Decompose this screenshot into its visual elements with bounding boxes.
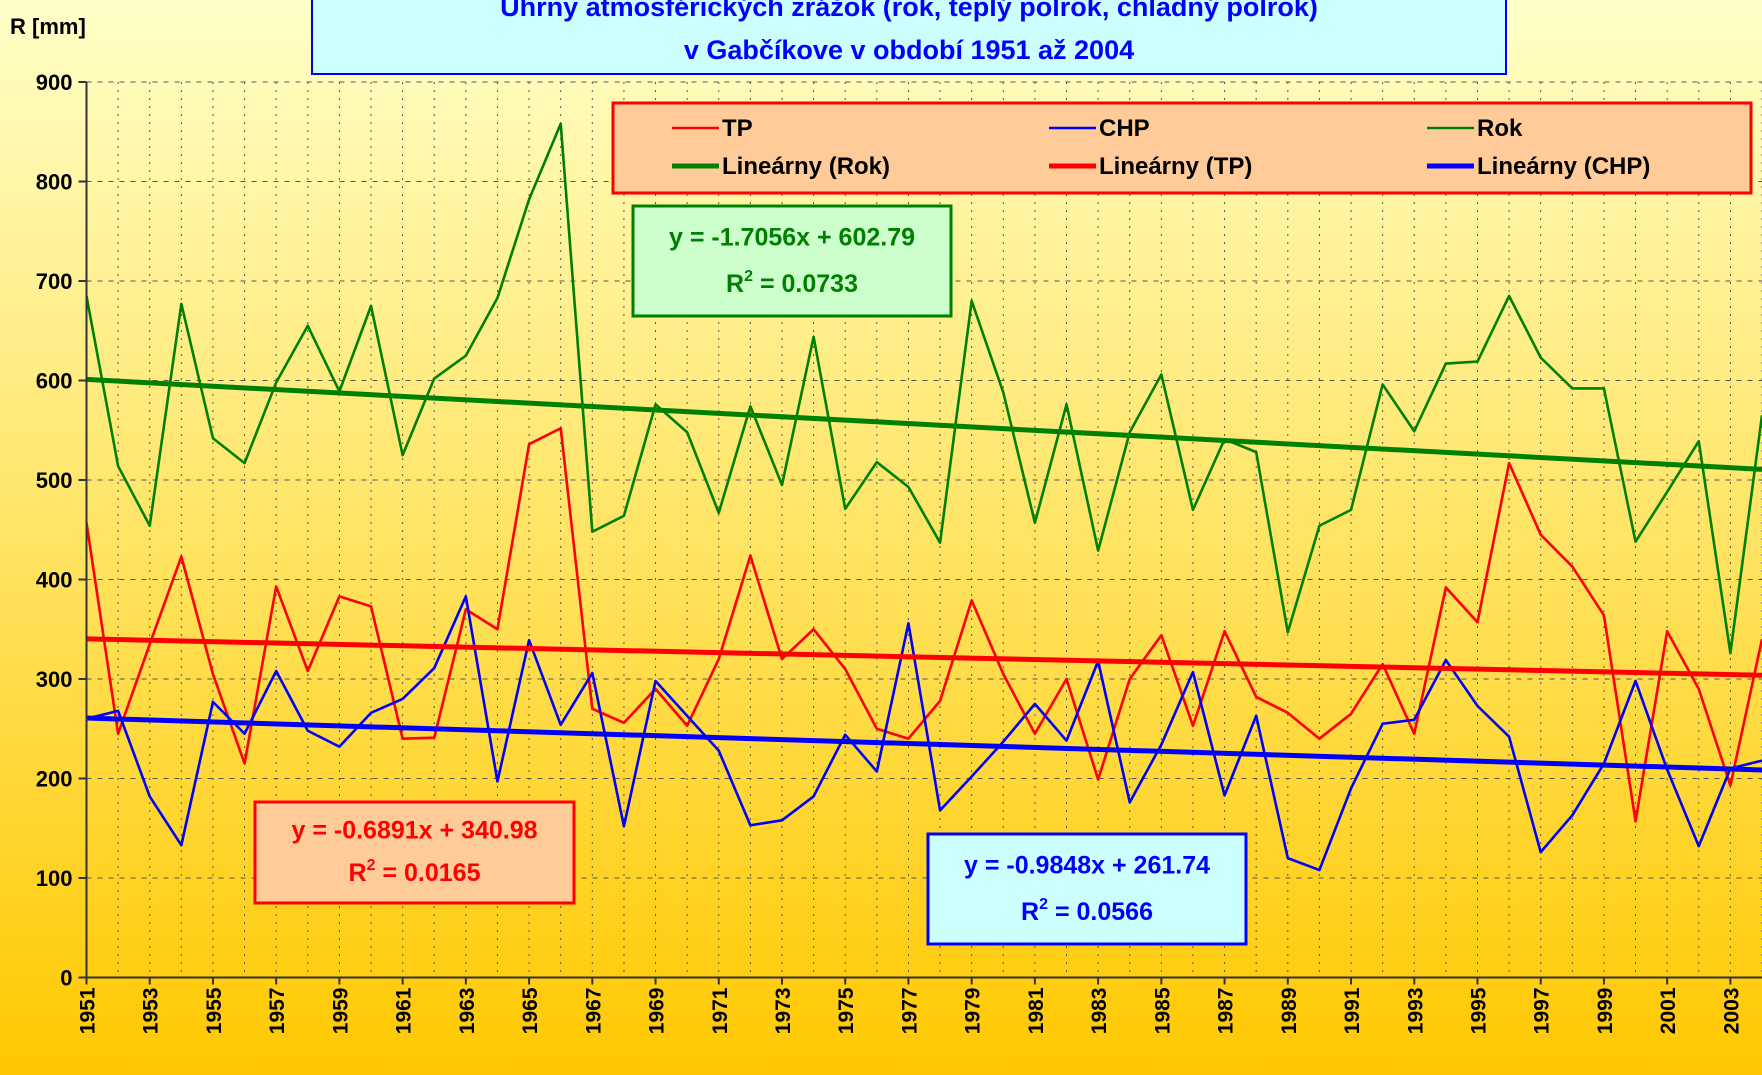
legend-label: TP	[722, 115, 753, 142]
y-tick-label: 600	[36, 369, 73, 394]
y-tick-label: 700	[36, 269, 73, 294]
y-tick-label: 0	[60, 966, 72, 991]
equation-box	[631, 204, 953, 318]
x-tick-label: 1975	[835, 987, 858, 1034]
x-tick-label: 1981	[1025, 987, 1048, 1034]
legend-label: CHP	[1099, 115, 1150, 142]
x-tick-label: 1979	[962, 988, 985, 1035]
r-squared: R2 = 0.0566	[1021, 896, 1153, 926]
r-squared-exponent: 2	[1039, 896, 1048, 913]
series-line	[86, 595, 1762, 872]
series-line	[86, 122, 1762, 655]
legend-label: Lineárny (CHP)	[1477, 153, 1650, 180]
y-tick-label: 300	[36, 667, 73, 692]
x-tick-label: 1985	[1151, 987, 1174, 1034]
r-squared-value: = 0.0165	[382, 859, 480, 887]
x-tick-label: 1977	[898, 988, 921, 1035]
r-squared-symbol: R	[1021, 898, 1039, 926]
x-tick-label: 2001	[1657, 987, 1680, 1034]
trend-line	[86, 636, 1762, 678]
x-tick-label: 1993	[1404, 988, 1427, 1035]
equation-box	[253, 800, 576, 905]
x-tick-label: 1967	[582, 988, 605, 1035]
r-squared-value: = 0.0733	[760, 270, 858, 298]
y-tick-label: 400	[36, 568, 73, 593]
x-tick-label: 1953	[140, 988, 163, 1035]
title-box	[311, 0, 1507, 75]
r-squared-exponent: 2	[367, 857, 376, 874]
r-squared-symbol: R	[726, 270, 744, 298]
x-tick-label: 1963	[456, 988, 479, 1035]
axes: 0 100 200 300 400 500 600 700 800 900 1951 1953 1955…	[36, 70, 1762, 1034]
y-tick-label: 100	[36, 866, 73, 891]
x-tick-label: 1989	[1278, 988, 1301, 1035]
x-tick-label: 1999	[1594, 988, 1617, 1035]
equation: y = -0.9848x + 261.74	[964, 852, 1210, 880]
x-tick-label: 2003	[1720, 988, 1743, 1035]
y-tick-label: 900	[36, 70, 73, 95]
x-tick-label: 1955	[203, 987, 226, 1034]
equation: y = -1.7056x + 602.79	[669, 224, 915, 252]
trend-line	[86, 376, 1762, 472]
r-squared-value: = 0.0566	[1055, 898, 1153, 926]
equation-box	[926, 832, 1248, 946]
x-tick-label: 1973	[772, 988, 795, 1035]
x-tick-label: 1969	[646, 988, 669, 1035]
legend: TP CHP Rok Lineárny (Rok) Lineárny (TP) Lineá…	[611, 101, 1753, 195]
y-tick-label: 200	[36, 767, 73, 792]
x-tick-label: 1965	[519, 987, 542, 1034]
r-squared-exponent: 2	[744, 268, 753, 285]
plot	[86, 122, 1762, 872]
equation: y = -0.6891x + 340.98	[291, 816, 537, 844]
y-tick-label: 500	[36, 468, 73, 493]
r-squared-symbol: R	[349, 859, 367, 887]
legend-label: Rok	[1477, 115, 1523, 142]
x-tick-label: 1997	[1531, 988, 1554, 1035]
r-squared: R2 = 0.0733	[726, 268, 858, 298]
x-tick-label: 1957	[266, 988, 289, 1035]
x-tick-label: 1983	[1088, 988, 1111, 1035]
x-tick-label: 1987	[1215, 988, 1238, 1035]
x-tick-label: 1991	[1341, 987, 1364, 1034]
x-tick-label: 1995	[1467, 987, 1490, 1034]
x-tick-label: 1951	[77, 987, 100, 1034]
y-axis-label: R [mm]	[10, 14, 86, 39]
trend-line	[86, 715, 1762, 773]
y-tick-label: 800	[36, 170, 73, 195]
r-squared: R2 = 0.0165	[349, 857, 481, 887]
legend-label: Lineárny (Rok)	[722, 153, 890, 180]
x-tick-label: 1971	[709, 987, 732, 1034]
legend-box	[611, 101, 1753, 195]
chart-subtitle: v Gabčíkove v období 1951 až 2004	[684, 35, 1134, 65]
chart-title: Úhrny atmosférických zrážok (rok, teplý …	[500, 0, 1318, 22]
x-tick-label: 1959	[329, 988, 352, 1035]
x-tick-label: 1961	[393, 987, 416, 1034]
legend-label: Lineárny (TP)	[1099, 153, 1252, 180]
